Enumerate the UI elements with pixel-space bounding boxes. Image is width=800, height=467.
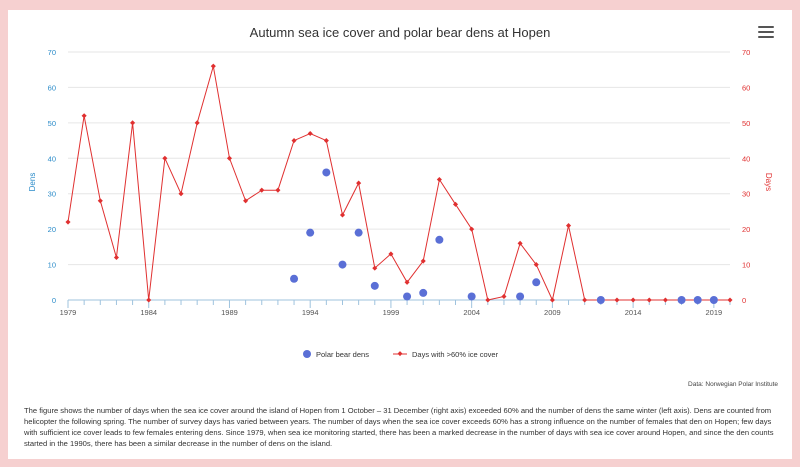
- y-right-tick-label: 20: [742, 225, 750, 234]
- ice-cover-point: [727, 297, 733, 303]
- ice-cover-point: [291, 138, 297, 144]
- dens-point: [532, 278, 541, 287]
- ice-cover-point: [420, 258, 426, 264]
- ice-cover-point: [356, 180, 362, 186]
- dens-point: [419, 288, 428, 297]
- dens-point: [338, 260, 347, 269]
- ice-cover-point: [501, 293, 507, 300]
- dens-point: [677, 296, 686, 304]
- dens-point: [322, 168, 331, 177]
- x-tick-label: 2014: [625, 308, 642, 317]
- x-axis: 1979 1984 1989 1994 1999 2004 2009 2014 2019: [60, 299, 731, 317]
- ice-cover-point: [194, 120, 200, 126]
- dens-point: [306, 228, 315, 237]
- x-tick-label: 1979: [60, 308, 77, 317]
- ice-cover-point: [339, 212, 346, 218]
- dens-point: [435, 235, 444, 244]
- dens-point: [290, 274, 299, 283]
- legend-ice-marker: [397, 351, 403, 357]
- ice-cover-point: [226, 155, 233, 161]
- dens-point: [693, 296, 702, 304]
- legend[interactable]: Polar bear dens Days with >60% ice cover: [303, 350, 499, 359]
- y-right-tick-label: 70: [742, 48, 750, 57]
- ice-cover-point: [162, 155, 168, 161]
- ice-cover-point: [582, 297, 588, 303]
- ice-cover-point: [307, 130, 313, 137]
- dens-point: [596, 296, 605, 304]
- ice-cover-point: [178, 191, 184, 197]
- data-credit: Data: Norwegian Polar Institute: [688, 381, 778, 388]
- ice-cover-point: [81, 113, 87, 119]
- ice-cover-series: [65, 63, 733, 303]
- ice-cover-point: [275, 187, 281, 193]
- y-right-tick-label: 0: [742, 296, 746, 305]
- legend-dens-marker: [303, 350, 311, 358]
- y-left-tick-label: 20: [48, 225, 56, 234]
- ice-cover-point: [372, 265, 378, 271]
- ice-cover-point: [436, 176, 442, 183]
- x-tick-label: 2019: [706, 308, 723, 317]
- ice-cover-point: [97, 198, 103, 204]
- y-right-tick-label: 40: [742, 154, 750, 163]
- x-tick-label: 1989: [221, 308, 238, 317]
- y-left-tick-label: 30: [48, 190, 56, 199]
- dens-point: [354, 228, 363, 237]
- y-left-tick-label: 60: [48, 83, 56, 92]
- x-tick-label: 1994: [302, 308, 319, 317]
- x-tick-label: 2009: [544, 308, 561, 317]
- x-tick-label: 2004: [463, 308, 480, 317]
- ice-cover-point: [243, 198, 249, 204]
- legend-ice-label: Days with >60% ice cover: [412, 350, 499, 359]
- x-tick-label: 1984: [140, 308, 157, 317]
- ice-cover-point: [388, 251, 394, 257]
- y-left-tick-label: 50: [48, 119, 56, 128]
- ice-cover-point: [469, 226, 475, 232]
- ice-cover-point: [614, 297, 620, 303]
- y-axis-left-label: Dens: [28, 173, 37, 192]
- ice-cover-point: [630, 297, 636, 303]
- y-right-tick-label: 10: [742, 261, 750, 270]
- ice-cover-point: [65, 219, 71, 225]
- ice-cover-point: [565, 223, 572, 229]
- y-right-tick-label: 60: [742, 83, 750, 92]
- dens-point: [370, 281, 379, 290]
- ice-cover-point: [452, 201, 459, 207]
- y-axis-right-label: Days: [764, 173, 773, 191]
- y-left-tick-label: 70: [48, 48, 56, 57]
- dens-point: [467, 292, 476, 301]
- x-tick-label: 1999: [383, 308, 400, 317]
- figure-caption: The figure shows the number of days when…: [24, 406, 774, 448]
- chart-title: Autumn sea ice cover and polar bear dens…: [249, 25, 551, 40]
- dens-point: [516, 292, 525, 301]
- ice-cover-point: [210, 63, 216, 69]
- y-axis-left-ticks: 0 10 20 30 40 50 60 70: [48, 48, 56, 305]
- dens-point: [709, 296, 718, 304]
- y-axis-right-ticks: 0 10 20 30 40 50 60 70: [742, 48, 750, 305]
- hamburger-menu-icon[interactable]: [758, 26, 774, 38]
- legend-dens-label: Polar bear dens: [316, 350, 369, 359]
- ice-cover-point: [259, 187, 265, 193]
- ice-cover-point: [130, 120, 136, 126]
- ice-cover-point: [662, 297, 668, 303]
- ice-cover-point: [146, 297, 152, 303]
- ice-cover-point: [549, 297, 555, 303]
- ice-cover-point: [646, 297, 652, 303]
- y-right-tick-label: 50: [742, 119, 750, 128]
- y-left-tick-label: 10: [48, 261, 56, 270]
- y-left-tick-label: 40: [48, 154, 56, 163]
- y-left-tick-label: 0: [52, 296, 56, 305]
- y-right-tick-label: 30: [742, 190, 750, 199]
- ice-cover-line: [67, 66, 730, 302]
- dens-point: [403, 292, 412, 301]
- grid-lines: [68, 51, 730, 266]
- ice-cover-point: [485, 297, 491, 303]
- chart-card: Autumn sea ice cover and polar bear dens…: [8, 10, 792, 459]
- ice-cover-point: [113, 254, 119, 261]
- dens-series: [290, 168, 718, 304]
- chart-plot: 0 10 20 30 40 50 60 70 0 10 20 30 40 50 60 70 1979 1984…: [28, 48, 773, 359]
- ice-cover-point: [404, 279, 410, 285]
- ice-cover-point: [323, 138, 329, 144]
